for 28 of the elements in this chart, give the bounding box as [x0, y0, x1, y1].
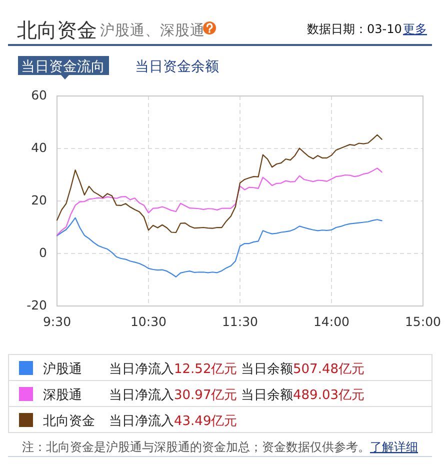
- text: 当日净流入12.52亿元: [109, 361, 238, 377]
- line-series: [56, 168, 382, 236]
- text: 当日净流入43.49亿元: [109, 413, 238, 429]
- line-series: [56, 217, 382, 278]
- chart-subtitle: 沪股通、深股通: [100, 22, 205, 39]
- text: 当日余额507.48亿元: [241, 362, 364, 377]
- text: 注：北向资金是沪股通与深股通的资金加总；资金数据仅供参考。: [22, 440, 370, 454]
- y-tick-label: 40: [31, 140, 48, 155]
- y-tick-label: 60: [31, 87, 48, 102]
- x-tick-label: 14:00: [313, 314, 350, 330]
- y-tick-label: -20: [26, 297, 48, 312]
- y-tick-label: 0: [39, 244, 48, 260]
- x-tick-label: 9:30: [42, 314, 72, 330]
- y-tick-label: 20: [31, 192, 48, 208]
- text: 当日余额489.03亿元: [241, 388, 364, 403]
- legend-label: 沪股通: [43, 361, 82, 377]
- line-series: [56, 134, 382, 234]
- x-tick-label: 15:00: [404, 314, 442, 330]
- x-tick-label: 10:30: [130, 314, 167, 330]
- legend-label: 北向资金: [43, 414, 95, 429]
- text: 当日资金余额: [135, 59, 219, 75]
- text: 当日净流入30.97亿元: [109, 387, 238, 403]
- x-tick-label: 11:30: [222, 314, 258, 330]
- text: 了解详细: [370, 440, 418, 454]
- text: 数据日期：03-10: [307, 22, 402, 36]
- legend-label: 深股通: [43, 388, 82, 403]
- chart-title: 北向资金: [17, 18, 97, 42]
- text: 当日资金流向: [21, 59, 105, 75]
